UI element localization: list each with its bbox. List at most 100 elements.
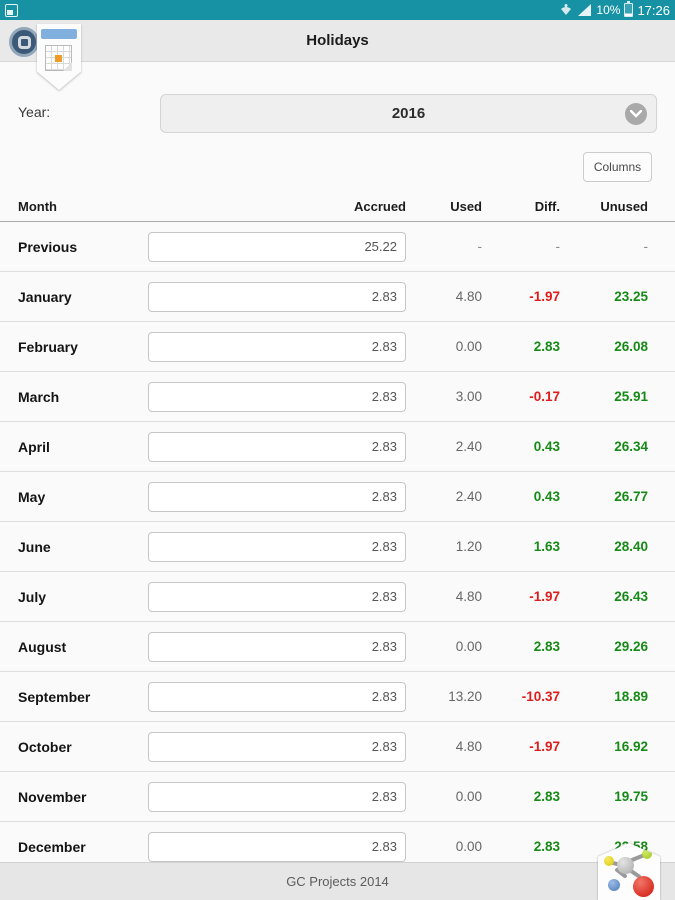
page-curl (63, 62, 72, 71)
accrued-input[interactable] (148, 731, 406, 762)
row-unused: 23.25 (614, 289, 648, 304)
row-unused: 25.91 (614, 389, 648, 404)
header-month: Month (18, 199, 57, 214)
table-header: Month Accrued Used Diff. Unused (0, 192, 675, 222)
accrued-input[interactable] (148, 481, 406, 512)
header-unused: Unused (600, 199, 648, 214)
molecule-red-atom (633, 876, 654, 897)
row-diff: -10.37 (521, 689, 560, 704)
row-used: 0.00 (455, 789, 482, 804)
row-diff: 0.43 (533, 439, 560, 454)
row-used: 4.80 (455, 739, 482, 754)
accrued-input[interactable] (148, 431, 406, 462)
row-used: 0.00 (455, 839, 482, 854)
footer-text: GC Projects 2014 (286, 874, 389, 889)
battery-icon (624, 1, 634, 17)
row-used: 3.00 (455, 389, 482, 404)
row-unused: - (643, 239, 649, 254)
table-row: June 1.20 1.63 28.40 (0, 522, 675, 572)
row-unused: 29.26 (614, 639, 648, 654)
table-row: October 4.80 -1.97 16.92 (0, 722, 675, 772)
screenshot-icon (5, 3, 18, 17)
row-month: January (18, 288, 72, 305)
row-month: November (18, 788, 87, 805)
row-unused: 26.77 (614, 489, 648, 504)
year-selector-row: Year: 2016 (0, 62, 675, 134)
row-month: April (18, 438, 50, 455)
clock: 17:26 (637, 2, 670, 18)
row-month: March (18, 388, 60, 405)
accrued-input[interactable] (148, 231, 406, 262)
year-label: Year: (18, 104, 51, 120)
row-unused: 26.08 (614, 339, 648, 354)
page-title: Holidays (306, 32, 369, 49)
table-row: Previous - - - (0, 222, 675, 272)
row-month: December (18, 838, 86, 855)
nav-menu-button[interactable] (9, 27, 39, 57)
year-dropdown[interactable]: 2016 (160, 94, 657, 133)
status-bar: 10% 17:26 (0, 0, 675, 20)
table-row: November 0.00 2.83 19.75 (0, 772, 675, 822)
row-diff: -0.17 (529, 389, 560, 404)
molecule-green-atom (642, 849, 652, 859)
table-row: January 4.80 -1.97 23.25 (0, 272, 675, 322)
accrued-input[interactable] (148, 381, 406, 412)
table-row: August 0.00 2.83 29.26 (0, 622, 675, 672)
row-unused: 28.40 (614, 539, 648, 554)
row-month: July (18, 588, 47, 605)
table-row: September 13.20 -10.37 18.89 (0, 672, 675, 722)
row-used: 0.00 (455, 639, 482, 654)
accrued-input[interactable] (148, 831, 406, 862)
row-diff: 2.83 (533, 339, 560, 354)
calendar-day-marker (55, 55, 62, 62)
accrued-input[interactable] (148, 331, 406, 362)
row-diff: - (555, 239, 561, 254)
row-unused: 19.75 (614, 789, 648, 804)
calendar-icon (41, 29, 77, 39)
row-used: 2.40 (455, 489, 482, 504)
accrued-input[interactable] (148, 581, 406, 612)
table-row: July 4.80 -1.97 26.43 (0, 572, 675, 622)
accrued-input[interactable] (148, 681, 406, 712)
row-unused: 26.34 (614, 439, 648, 454)
chevron-down-icon[interactable] (625, 103, 647, 125)
wifi-icon (561, 4, 572, 15)
app-header: Holidays (0, 20, 675, 62)
table-body: Previous - - - January 4.80 -1.97 23.25 … (0, 222, 675, 872)
row-diff: -1.97 (529, 739, 560, 754)
row-month: June (18, 538, 51, 555)
row-diff: 0.43 (533, 489, 560, 504)
accrued-input[interactable] (148, 781, 406, 812)
row-unused: 26.43 (614, 589, 648, 604)
molecule-center-atom (617, 857, 634, 874)
row-month: February (18, 338, 78, 355)
table-row: December 0.00 2.83 22.58 (0, 822, 675, 872)
holidays-table: Month Accrued Used Diff. Unused Previous… (0, 192, 675, 872)
row-month: Previous (18, 238, 78, 255)
row-diff: 2.83 (533, 789, 560, 804)
row-used: 2.40 (455, 439, 482, 454)
molecule-blue-atom (608, 879, 620, 891)
row-diff: 2.83 (533, 639, 560, 654)
accrued-input[interactable] (148, 281, 406, 312)
table-row: February 0.00 2.83 26.08 (0, 322, 675, 372)
row-unused: 16.92 (614, 739, 648, 754)
row-month: September (18, 688, 91, 705)
row-used: 4.80 (455, 289, 482, 304)
columns-button[interactable]: Columns (583, 152, 652, 182)
molecule-yellow-atom (604, 856, 614, 866)
table-row: March 3.00 -0.17 25.91 (0, 372, 675, 422)
footer-bar: GC Projects 2014 (0, 862, 675, 900)
header-used: Used (450, 199, 482, 214)
header-diff: Diff. (534, 199, 560, 214)
table-row: May 2.40 0.43 26.77 (0, 472, 675, 522)
row-diff: -1.97 (529, 589, 560, 604)
accrued-input[interactable] (148, 531, 406, 562)
holidays-app-badge[interactable] (37, 24, 81, 90)
row-diff: -1.97 (529, 289, 560, 304)
header-accrued: Accrued (353, 199, 406, 214)
table-row: April 2.40 0.43 26.34 (0, 422, 675, 472)
accrued-input[interactable] (148, 631, 406, 662)
row-used: 1.20 (455, 539, 482, 554)
row-used: - (477, 239, 483, 254)
